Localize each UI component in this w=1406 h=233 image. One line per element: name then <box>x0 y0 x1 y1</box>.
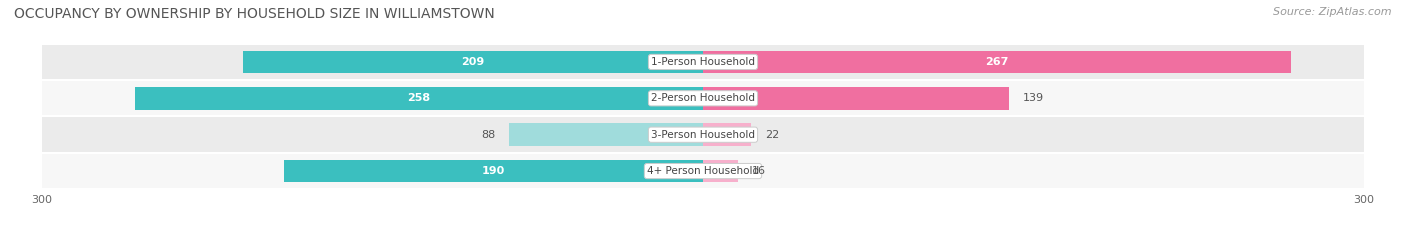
Bar <box>509 123 703 146</box>
Text: 139: 139 <box>1022 93 1043 103</box>
Bar <box>703 51 1291 73</box>
Bar <box>42 153 1364 189</box>
Text: 22: 22 <box>765 130 779 140</box>
Text: 209: 209 <box>461 57 485 67</box>
Bar <box>42 116 1364 153</box>
Text: 88: 88 <box>482 130 496 140</box>
Bar <box>703 160 738 182</box>
Text: Source: ZipAtlas.com: Source: ZipAtlas.com <box>1274 7 1392 17</box>
Text: 16: 16 <box>751 166 765 176</box>
Bar <box>42 44 1364 80</box>
Text: 1-Person Household: 1-Person Household <box>651 57 755 67</box>
Bar <box>135 87 703 110</box>
Text: 4+ Person Household: 4+ Person Household <box>647 166 759 176</box>
Bar <box>703 87 1010 110</box>
Bar <box>284 160 703 182</box>
Text: 267: 267 <box>986 57 1008 67</box>
Text: 2-Person Household: 2-Person Household <box>651 93 755 103</box>
Text: 3-Person Household: 3-Person Household <box>651 130 755 140</box>
Text: 190: 190 <box>482 166 505 176</box>
Bar <box>243 51 703 73</box>
Text: 258: 258 <box>408 93 430 103</box>
Bar <box>42 80 1364 116</box>
Text: OCCUPANCY BY OWNERSHIP BY HOUSEHOLD SIZE IN WILLIAMSTOWN: OCCUPANCY BY OWNERSHIP BY HOUSEHOLD SIZE… <box>14 7 495 21</box>
Bar <box>703 123 751 146</box>
